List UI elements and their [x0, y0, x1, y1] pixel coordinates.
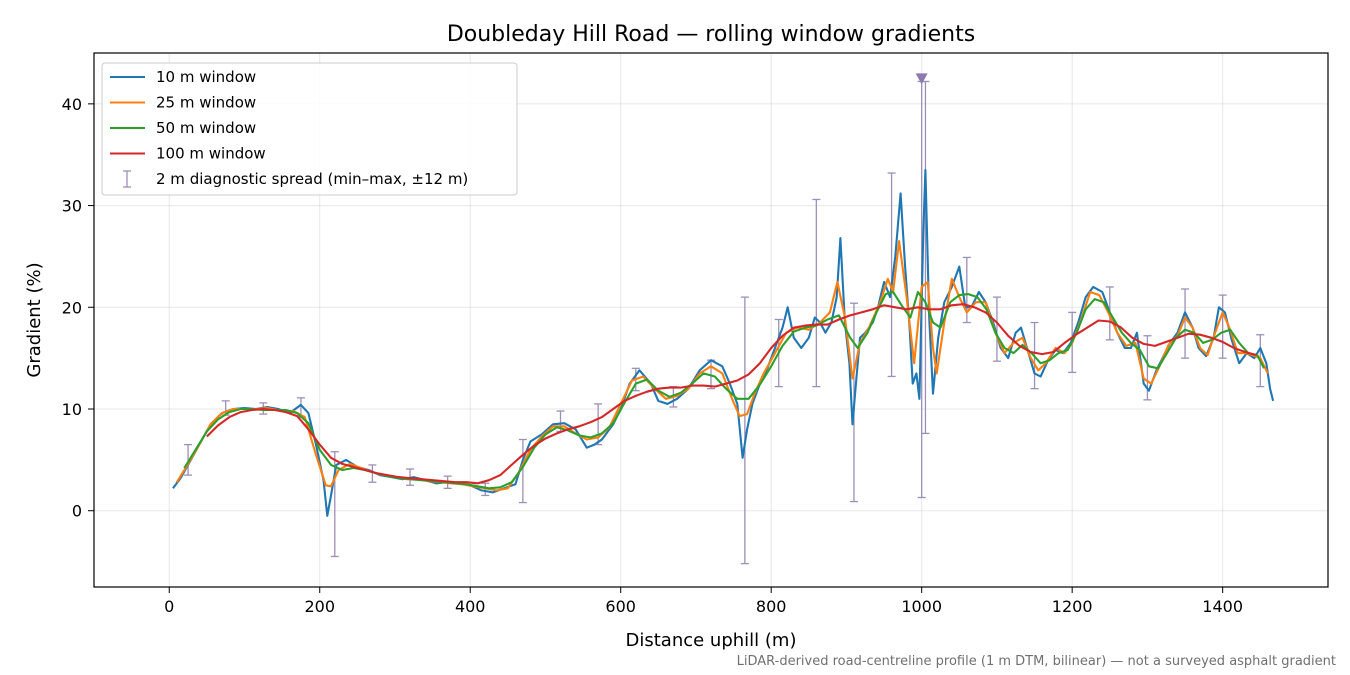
- error-bar: [812, 198, 821, 388]
- legend-entry: 50 m window: [110, 119, 256, 137]
- x-tick-label: 200: [304, 597, 335, 616]
- legend-label: 10 m window: [156, 68, 256, 86]
- x-tick-label: 1400: [1202, 597, 1243, 616]
- error-bar: [992, 296, 1001, 362]
- legend-entry: 10 m window: [110, 68, 256, 86]
- x-tick-label: 800: [756, 597, 787, 616]
- error-bar: [887, 172, 896, 378]
- legend-label: 25 m window: [156, 94, 256, 112]
- legend-entry: 25 m window: [110, 94, 256, 112]
- error-bar: [1181, 288, 1190, 359]
- series-line: [206, 303, 1257, 485]
- y-axis-ticks: 0 10 20 30 40: [62, 95, 94, 521]
- y-tick-label: 30: [62, 197, 82, 216]
- chart-title: Doubleday Hill Road — rolling window gra…: [447, 22, 975, 47]
- x-tick-label: 0: [164, 597, 174, 616]
- x-tick-label: 400: [455, 597, 486, 616]
- error-bar: [740, 296, 749, 565]
- legend: 10 m window 25 m window 50 m window 100 m w…: [101, 62, 518, 196]
- offscale-marker: [915, 73, 928, 85]
- y-tick-label: 20: [62, 298, 82, 317]
- y-tick-label: 40: [62, 95, 82, 114]
- y-axis-label: Gradient (%): [24, 262, 45, 377]
- y-tick-label: 0: [72, 502, 82, 521]
- plot-frame: [93, 52, 1329, 588]
- x-tick-label: 1000: [901, 597, 942, 616]
- x-tick-label: 1200: [1052, 597, 1093, 616]
- x-axis-label: Distance uphill (m): [626, 630, 797, 651]
- error-bar: [1218, 294, 1227, 359]
- x-tick-label: 600: [605, 597, 636, 616]
- error-bar: [518, 438, 527, 504]
- legend-entry: 2 m diagnostic spread (min–max, ±12 m): [123, 170, 468, 188]
- legend-label: 2 m diagnostic spread (min–max, ±12 m): [156, 170, 468, 188]
- x-axis-ticks: 0 200 400 600 800 1000 1200 1400: [164, 587, 1243, 616]
- y-tick-label: 10: [62, 400, 82, 419]
- legend-entry: 100 m window: [110, 145, 266, 163]
- error-bar: [184, 443, 193, 476]
- error-bar: [368, 464, 377, 483]
- legend-box: [101, 62, 518, 196]
- legend-label: 100 m window: [156, 145, 266, 163]
- legend-label: 50 m window: [156, 119, 256, 137]
- legend-swatch: [123, 170, 131, 188]
- footnote: LiDAR-derived road-centreline profile (1…: [737, 654, 1336, 669]
- offscale-triangle: [915, 73, 928, 85]
- series-lines: [172, 168, 1275, 517]
